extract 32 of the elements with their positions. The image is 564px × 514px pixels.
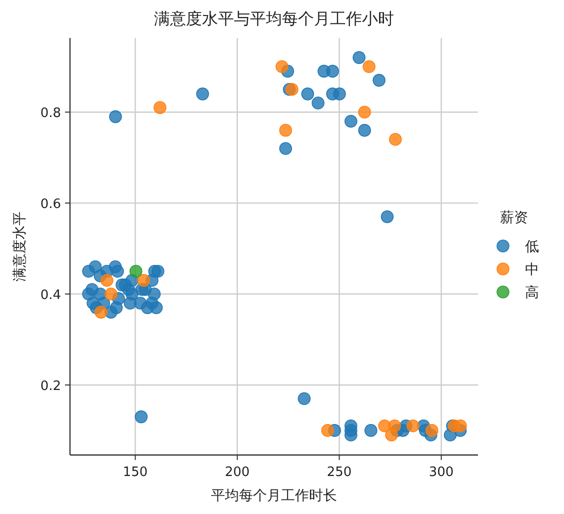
point: [276, 60, 288, 74]
point: [425, 424, 438, 437]
point: [321, 424, 334, 437]
x-tick-label: 150: [122, 465, 148, 480]
point: [454, 419, 467, 432]
point: [362, 60, 376, 74]
point: [279, 124, 292, 137]
x-tick-label: 200: [224, 465, 250, 480]
point: [385, 428, 398, 442]
point: [286, 82, 298, 96]
x-tick-label: 250: [326, 465, 352, 480]
point: [388, 133, 402, 146]
y-tick-label: 0.8: [40, 106, 61, 122]
y-tick-label: 0.6: [40, 197, 61, 212]
legend-label: 中: [525, 262, 539, 278]
y-axis-title: 满意度水平: [12, 212, 28, 282]
point: [406, 419, 420, 432]
y-tick-label: 0.2: [40, 378, 61, 394]
chart-title: 满意度水平与平均每个月工作小时: [154, 9, 394, 28]
point: [104, 288, 118, 300]
legend-title: 薪资: [500, 210, 528, 226]
point: [137, 274, 150, 287]
point: [154, 101, 166, 114]
point: [358, 106, 371, 119]
x-tick-label: 300: [428, 465, 454, 480]
legend-label: 高: [525, 285, 539, 301]
x-axis-title: 平均每个月工作时长: [211, 488, 337, 504]
y-tick-label: 0.4: [40, 288, 61, 304]
point: [94, 306, 108, 319]
point: [129, 264, 142, 278]
legend-label: 低: [525, 239, 539, 255]
point: [100, 274, 114, 287]
